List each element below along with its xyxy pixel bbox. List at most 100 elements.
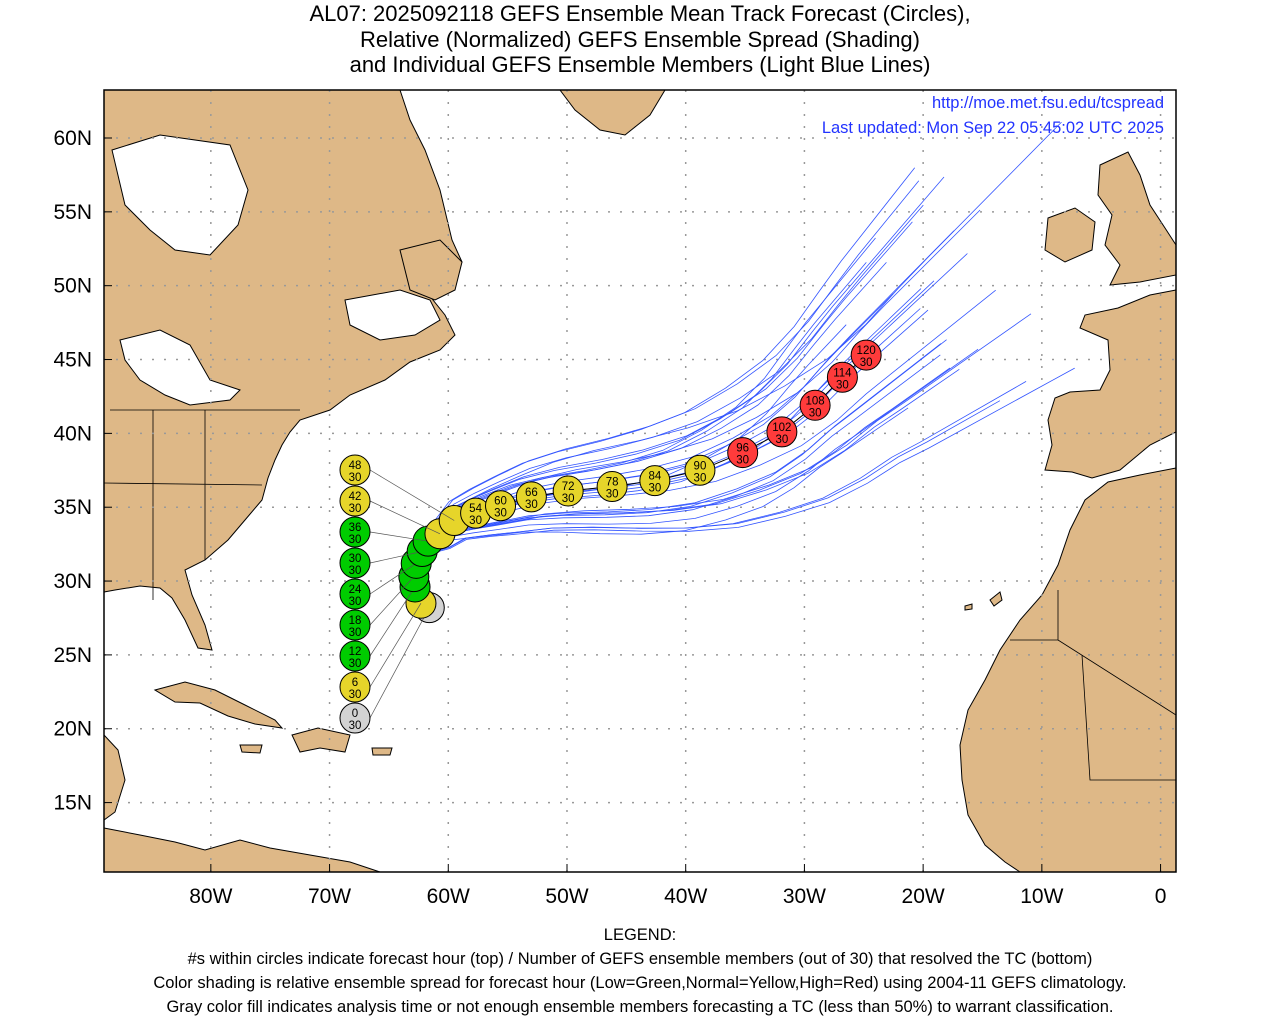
member-count: 30 (648, 483, 661, 495)
forecast-circle (850, 339, 882, 371)
lon-label: 70W (308, 885, 351, 908)
forecast-hour: 114 (833, 367, 852, 379)
forecast-circle (727, 437, 759, 469)
forecast-hour: 84 (648, 471, 661, 483)
forecast-hour: 30 (349, 553, 362, 565)
title-line-3: and Individual GEFS Ensemble Members (Li… (349, 52, 931, 77)
forecast-label-circle (339, 516, 371, 548)
member-count: 30 (775, 434, 788, 446)
forecast-hour: 54 (469, 503, 482, 515)
forecast-hour: 0 (352, 708, 358, 720)
title-line-1: AL07: 2025092118 GEFS Ensemble Mean Trac… (309, 1, 971, 26)
lon-label: 20W (902, 885, 945, 908)
forecast-label-circle (339, 640, 371, 672)
member-count: 30 (349, 565, 362, 577)
lat-label: 30N (53, 570, 92, 593)
lon-label: 50W (545, 885, 588, 908)
forecast-circle (639, 465, 671, 497)
map-frame (103, 89, 1177, 873)
forecast-point: 48 30 (339, 454, 470, 537)
member-count: 30 (349, 689, 362, 701)
member-count: 30 (809, 407, 822, 419)
lon-label: 40W (664, 885, 707, 908)
forecast-circle (596, 471, 628, 503)
label-leader-line (369, 469, 455, 521)
lat-label: 15N (53, 792, 92, 815)
legend-line-1: #s within circles indicate forecast hour… (187, 950, 1093, 968)
label-leader-line (369, 603, 422, 688)
lat-label: 40N (53, 422, 92, 445)
lat-label: 50N (53, 275, 92, 298)
lat-label: 20N (53, 718, 92, 741)
forecast-hour: 18 (349, 615, 362, 627)
forecast-label-circle (339, 547, 371, 579)
member-count: 30 (525, 499, 538, 511)
lon-label: 80W (189, 885, 232, 908)
forecast-label-circle (339, 609, 371, 641)
forecast-hour: 108 (806, 395, 825, 407)
last-updated: Last updated: Mon Sep 22 05:45:02 UTC 20… (822, 119, 1164, 137)
puerto-rico (371, 747, 393, 756)
member-count: 30 (469, 515, 482, 527)
forecast-circle (826, 361, 858, 393)
forecast-circle (515, 481, 547, 513)
lat-label: 60N (53, 127, 92, 150)
forecast-label-circle (339, 485, 371, 517)
member-count: 30 (694, 472, 707, 484)
cuba (153, 681, 284, 729)
forecast-hour: 90 (694, 460, 707, 472)
jamaica (239, 744, 263, 754)
forecast-circle (766, 416, 798, 448)
label-leader-line (369, 531, 429, 542)
legend-line-2: Color shading is relative ensemble sprea… (153, 974, 1127, 992)
newfoundland (399, 239, 463, 301)
forecast-hour: 42 (349, 491, 362, 503)
canary-islands (964, 591, 1003, 611)
forecast-circle (799, 389, 831, 421)
axis-labels: 60N 55N 50N 45N 40N 35N 30N 25N 20N 15N 80W 70W 60W 5… (53, 127, 1166, 908)
hudson-bay (111, 134, 249, 256)
lon-label: 10W (1020, 885, 1063, 908)
great-britain (1097, 151, 1177, 286)
forecast-hour: 96 (736, 443, 749, 455)
africa (959, 467, 1177, 873)
label-leader-line (369, 576, 415, 626)
member-count: 30 (494, 508, 507, 520)
forecast-circle (552, 475, 584, 507)
member-count: 30 (349, 596, 362, 608)
label-leader-line (369, 551, 423, 564)
member-count: 30 (349, 503, 362, 515)
lat-label: 35N (53, 496, 92, 519)
europe (1044, 289, 1177, 479)
forecast-hour: 60 (494, 496, 507, 508)
forecast-hour: 78 (606, 477, 619, 489)
title-line-2: Relative (Normalized) GEFS Ensemble Spre… (359, 27, 920, 52)
member-count: 30 (562, 493, 575, 505)
forecast-hour: 24 (349, 584, 362, 596)
forecast-hour: 48 (349, 460, 362, 472)
forecast-circle (485, 490, 517, 522)
forecast-label-circle (339, 454, 371, 486)
legend-line-3: Gray color fill indicates analysis time … (166, 998, 1114, 1016)
source-url[interactable]: http://moe.met.fsu.edu/tcspread (932, 94, 1164, 112)
lat-label: 55N (53, 201, 92, 224)
member-count: 30 (349, 534, 362, 546)
legend-heading: LEGEND: (603, 926, 677, 944)
forecast-hour: 36 (349, 522, 362, 534)
forecast-hour: 66 (525, 487, 538, 499)
lon-label: 60W (427, 885, 470, 908)
lat-label: 25N (53, 644, 92, 667)
forecast-hour: 6 (352, 677, 358, 689)
forecast-circle (684, 454, 716, 486)
forecast-label-circle (339, 702, 371, 734)
lon-label: 0 (1155, 885, 1167, 908)
